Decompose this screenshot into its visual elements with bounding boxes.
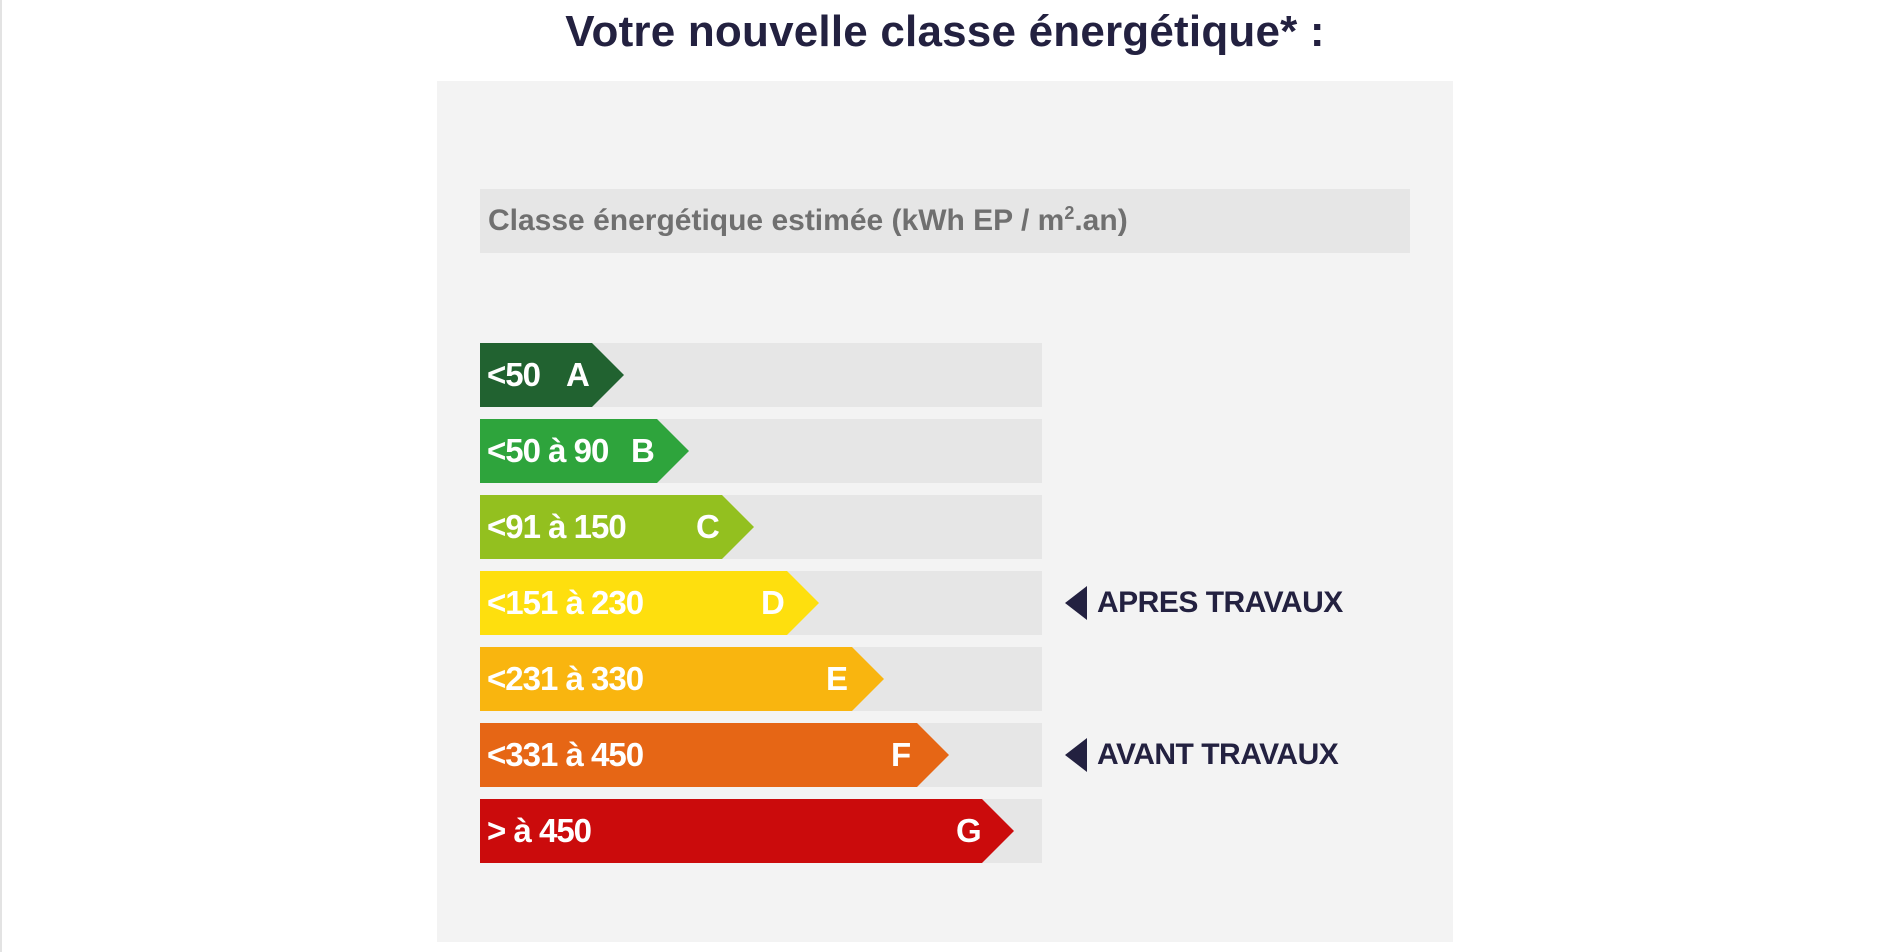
energy-class-row-f: <331 à 450 F (480, 723, 1042, 787)
energy-class-range-d: <151 à 230 (487, 584, 644, 621)
energy-class-range-a: <50 (487, 356, 541, 393)
chart-subtitle-bar: Classe énergétique estimée (kWh EP / m2.… (480, 189, 1410, 253)
energy-class-arrow-a (480, 343, 624, 407)
energy-class-letter-f: F (891, 736, 912, 773)
chart-subtitle-superscript: 2 (1064, 203, 1075, 223)
chart-subtitle-main: Classe énergétique estimée (kWh EP / m (488, 204, 1065, 237)
before-works-label: AVANT TRAVAUX (1097, 738, 1339, 771)
energy-class-letter-b: B (631, 432, 655, 469)
energy-class-arrow-e (480, 647, 884, 711)
energy-class-range-e: <231 à 330 (487, 660, 644, 697)
energy-class-row-b: <50 à 90 B (480, 419, 1042, 483)
energy-class-panel: Classe énergétique estimée (kWh EP / m2.… (437, 81, 1453, 942)
chart-subtitle: Classe énergétique estimée (kWh EP / m2.… (488, 189, 1128, 253)
energy-class-row-a: <50 A (480, 343, 1042, 407)
energy-class-letter-c: C (696, 508, 720, 545)
before-works-marker: AVANT TRAVAUX (1065, 735, 1339, 775)
energy-class-letter-g: G (956, 812, 982, 849)
energy-class-range-c: <91 à 150 (487, 508, 627, 545)
energy-class-row-d: <151 à 230 D (480, 571, 1042, 635)
energy-class-letter-d: D (761, 584, 785, 621)
after-works-label: APRES TRAVAUX (1097, 586, 1343, 619)
chart-subtitle-end: .an) (1074, 204, 1128, 237)
energy-class-arrow-g (480, 799, 1014, 863)
energy-class-letter-a: A (566, 356, 590, 393)
energy-class-range-b: <50 à 90 (487, 432, 609, 469)
after-works-marker: APRES TRAVAUX (1065, 583, 1343, 623)
energy-class-letter-e: E (826, 660, 849, 697)
page-title: Votre nouvelle classe énergétique* : (565, 7, 1325, 56)
energy-class-range-g: > à 450 (487, 812, 592, 849)
energy-class-arrow-f (480, 723, 949, 787)
energy-class-arrow-d (480, 571, 819, 635)
energy-class-arrow-b (480, 419, 689, 483)
energy-class-arrow-c (480, 495, 754, 559)
energy-class-row-g: > à 450 G (480, 799, 1042, 863)
energy-class-row-c: <91 à 150 C (480, 495, 1042, 559)
left-pointer-icon (1065, 586, 1087, 620)
energy-class-range-f: <331 à 450 (487, 736, 644, 773)
left-pointer-icon (1065, 738, 1087, 772)
energy-class-row-e: <231 à 330 E (480, 647, 1042, 711)
left-edge-divider (0, 0, 2, 952)
